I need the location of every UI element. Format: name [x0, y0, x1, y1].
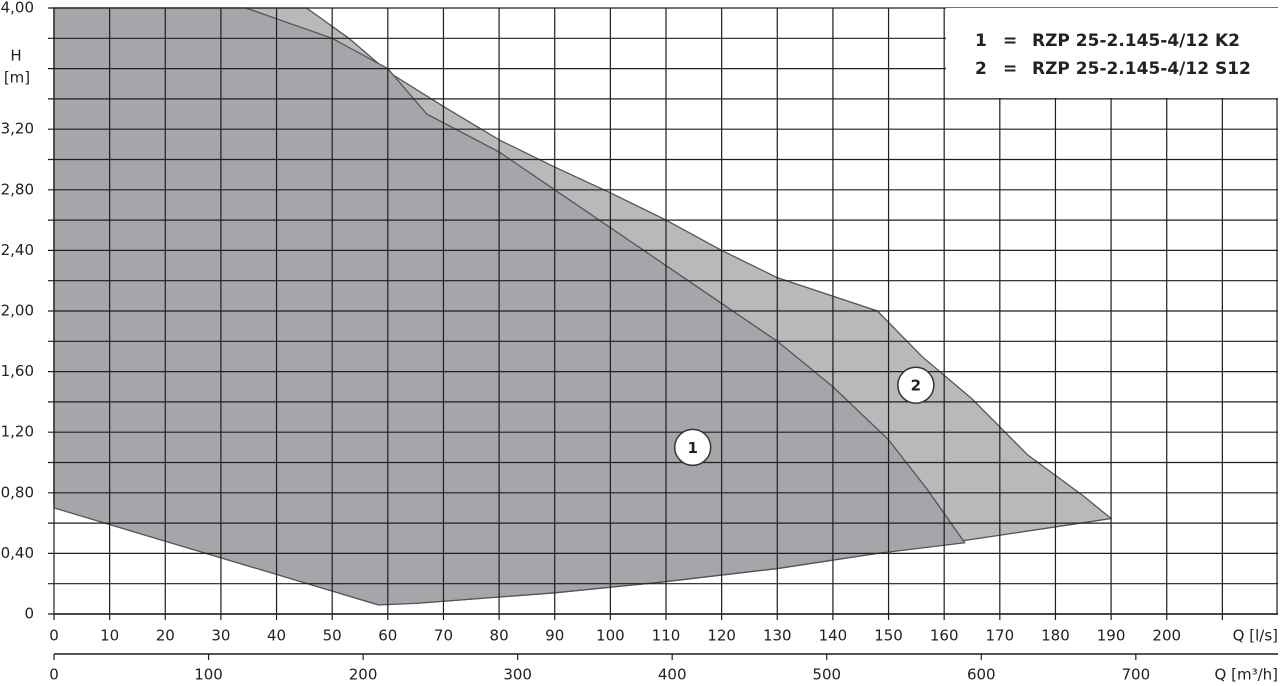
x-tick-label: 130 [763, 627, 792, 645]
x-tick-label: 200 [1152, 627, 1181, 645]
legend-box [946, 8, 1278, 98]
y-tick-label: 0,40 [1, 544, 34, 562]
x2-tick-label: 600 [967, 666, 996, 684]
x-tick-label: 100 [596, 627, 625, 645]
x2-tick-label: 200 [349, 666, 378, 684]
x-tick-label: 10 [100, 627, 119, 645]
y-axis-unit: [m] [4, 69, 30, 87]
legend-label: RZP 25-2.145-4/12 K2 [1032, 31, 1240, 51]
x-tick-label: 70 [434, 627, 453, 645]
x-tick-label: 160 [930, 627, 959, 645]
legend-key: 2 [975, 59, 987, 79]
legend-separator: = [1003, 59, 1017, 79]
x-axis-label: Q [l/s] [1233, 627, 1278, 645]
y-tick-label: 2,00 [1, 302, 34, 320]
y-axis-label: H [10, 47, 21, 65]
y-tick-label: 3,20 [1, 120, 34, 138]
x2-axis-label: Q [m³/h] [1215, 666, 1278, 684]
x2-tick-label: 100 [194, 666, 223, 684]
x-tick-label: 170 [985, 627, 1014, 645]
x-tick-label: 20 [156, 627, 175, 645]
areas [53, 7, 1113, 606]
x2-tick-label: 0 [49, 666, 59, 684]
legend-separator: = [1003, 31, 1017, 51]
curve-marker-label: 2 [911, 377, 921, 395]
x-tick-label: 140 [819, 627, 848, 645]
x-tick-label: 150 [874, 627, 903, 645]
x-tick-label: 180 [1041, 627, 1070, 645]
x-tick-label: 30 [211, 627, 230, 645]
y-tick-label: 0 [24, 605, 34, 623]
x-tick-label: 90 [545, 627, 564, 645]
x2-tick-label: 700 [1121, 666, 1150, 684]
x-tick-label: 40 [267, 627, 286, 645]
y-tick-label: 2,40 [1, 241, 34, 259]
x-tick-label: 60 [378, 627, 397, 645]
curve-marker-label: 1 [687, 439, 697, 457]
x-tick-label: 190 [1097, 627, 1126, 645]
legend-key: 1 [975, 31, 987, 51]
curve-marker [897, 366, 935, 404]
curve-marker [673, 428, 712, 467]
x2-tick-label: 500 [812, 666, 841, 684]
x-tick-label: 110 [652, 627, 681, 645]
x-tick-label: 120 [707, 627, 736, 645]
y-tick-label: 0,80 [1, 483, 34, 501]
y-tick-label: 4,00 [1, 0, 34, 17]
y-tick-label: 1,20 [1, 423, 34, 441]
x-tick-label: 0 [49, 627, 59, 645]
x-tick-label: 50 [323, 627, 342, 645]
x2-tick-label: 400 [658, 666, 687, 684]
x-tick-label: 80 [490, 627, 509, 645]
y-tick-label: 1,60 [1, 362, 34, 380]
y-tick-label: 2,80 [1, 180, 34, 198]
x2-tick-label: 300 [503, 666, 532, 684]
legend-label: RZP 25-2.145-4/12 S12 [1032, 59, 1251, 79]
